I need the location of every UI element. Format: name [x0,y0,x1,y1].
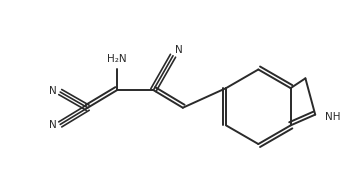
Text: N: N [49,86,56,96]
Text: N: N [175,45,183,55]
Text: N: N [49,120,56,130]
Text: NH: NH [325,112,341,122]
Text: H₂N: H₂N [107,54,127,64]
